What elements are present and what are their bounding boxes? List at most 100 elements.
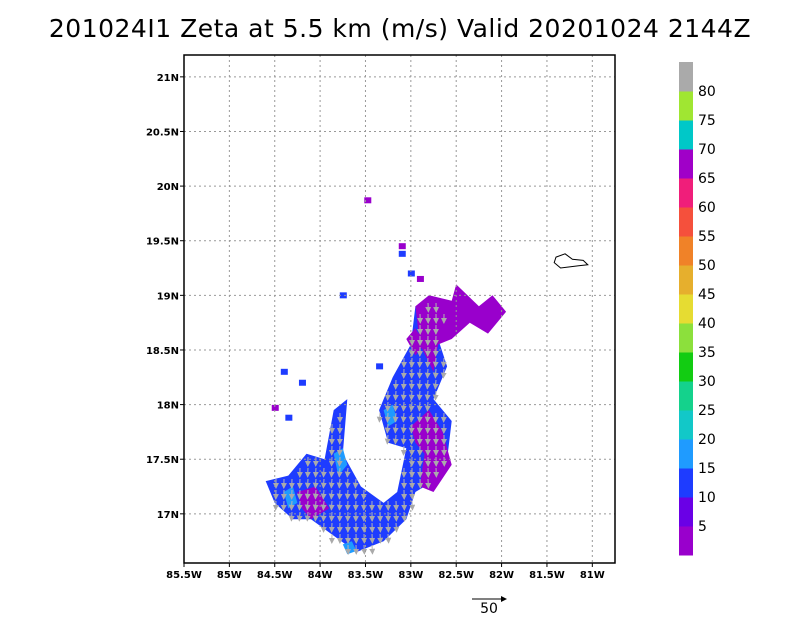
wind-vector-72 (400, 434, 407, 445)
map-grid (184, 55, 615, 563)
wind-vector-50 (384, 412, 391, 423)
grand-cayman-coastline (553, 253, 589, 269)
wind-vector-64 (416, 423, 423, 434)
wind-vector-116 (344, 478, 351, 489)
wind-vector-34 (432, 379, 439, 390)
colorbar: 5 10 15 20 25 30 35 40 45 50 55 60 65 70 75 80 (679, 62, 716, 556)
wind-vector-55 (424, 412, 431, 423)
wind-vector-41 (432, 390, 439, 401)
colorbar-label-75: 75 (698, 113, 716, 129)
wind-vector-32 (416, 379, 423, 390)
lat-tick-label-2: 18N (157, 401, 179, 412)
colorbar-label-30: 30 (698, 374, 716, 390)
wind-vector-70 (384, 434, 391, 445)
colorbar-label-15: 15 (698, 461, 716, 477)
wind-vector-141 (312, 500, 319, 511)
wind-vector-98 (320, 467, 327, 478)
wind-vector-178 (393, 522, 400, 533)
colorbar-label-40: 40 (698, 316, 716, 332)
lon-tick-label-5: 83W (398, 570, 423, 581)
colorbar-label-10: 10 (698, 490, 716, 506)
colorbar-label-70: 70 (698, 142, 716, 158)
colorbar-bin-20-25 (679, 410, 693, 440)
wind-vector-54 (416, 412, 423, 423)
wind-vector-46 (416, 401, 423, 412)
wind-vector-101 (344, 467, 351, 478)
wind-vector-143 (328, 500, 335, 511)
wind-vector-129 (328, 489, 335, 500)
wind-vector-71 (392, 434, 399, 445)
wind-vector-26 (424, 368, 431, 379)
wind-vector-49 (376, 412, 383, 423)
wind-vector-112 (312, 478, 319, 489)
colorbar-bin-10-15 (679, 468, 693, 498)
wind-vector-153 (409, 500, 416, 511)
wind-vector-97 (312, 467, 319, 478)
lon-tick-label-2: 84.5W (257, 570, 293, 581)
wind-vector-30 (400, 379, 407, 390)
field-cell-1 (398, 243, 406, 250)
wind-vector-80 (400, 445, 407, 456)
colorbar-label-50: 50 (698, 258, 716, 274)
lon-tick-label-1: 85W (217, 570, 242, 581)
wind-vector-130 (336, 489, 343, 500)
lon-tick-label-9: 81W (580, 570, 605, 581)
wind-vector-100 (336, 467, 343, 478)
wind-vector-42 (384, 401, 391, 412)
lat-tick-label-3: 18.5N (146, 346, 179, 357)
colorbar-bin-30-35 (679, 352, 693, 382)
colorbar-bin-15-20 (679, 439, 693, 469)
wind-vector-63 (408, 423, 415, 434)
wind-vector-132 (352, 489, 359, 500)
colorbar-label-45: 45 (698, 287, 716, 303)
colorbar-bin-5-10 (679, 497, 693, 527)
wind-vector-168 (401, 511, 408, 522)
wind-vector-20 (424, 357, 431, 368)
wind-vector-138 (288, 500, 295, 511)
wind-speed-field (265, 197, 507, 555)
wind-vector-88 (328, 456, 335, 467)
wind-vector-144 (336, 500, 343, 511)
field-cell-9 (376, 363, 384, 370)
wind-vector-145 (344, 500, 351, 511)
wind-vector-157 (312, 511, 319, 522)
field-cell-4 (416, 275, 424, 282)
wind-vector-79 (336, 445, 343, 456)
wind-vector-137 (280, 500, 287, 511)
wind-vector-31 (408, 379, 415, 390)
colorbar-bin-0-5 (679, 526, 693, 556)
wind-vector-51 (392, 412, 399, 423)
lat-tick-label-8: 21N (157, 73, 179, 84)
wind-vector-142 (320, 500, 327, 511)
wind-vector-190 (369, 544, 376, 555)
lat-tick-label-1: 17.5N (146, 455, 179, 466)
island-coastline (553, 253, 589, 269)
colorbar-label-65: 65 (698, 171, 716, 187)
chart-title: 201024I1 Zeta at 5.5 km (m/s) Valid 2020… (48, 14, 752, 43)
lon-tick-label-7: 82W (489, 570, 514, 581)
wind-vector-117 (352, 478, 359, 489)
lat-tick-label-0: 17N (157, 510, 179, 521)
wind-vector-60 (384, 423, 391, 434)
field-cell-10 (298, 379, 306, 386)
lon-tick-label-4: 83.5W (348, 570, 384, 581)
wind-vector-169 (320, 522, 327, 533)
wind-vector-127 (312, 489, 319, 500)
wind-vector-36 (392, 390, 399, 401)
field-cell-3 (407, 270, 415, 277)
wind-vector-156 (304, 511, 311, 522)
wind-vector-37 (400, 390, 407, 401)
colorbar-label-60: 60 (698, 200, 716, 216)
colorbar-bin-65-70 (679, 149, 693, 179)
colorbar-label-80: 80 (698, 84, 716, 100)
wind-vector-131 (344, 489, 351, 500)
field-cell-5 (339, 292, 347, 299)
wind-vector-154 (288, 511, 295, 522)
colorbar-bin-40-45 (679, 294, 693, 324)
wind-vector-47 (424, 401, 431, 412)
wind-vector-158 (320, 511, 327, 522)
wind-vector-111 (304, 478, 311, 489)
wind-vector-52 (400, 412, 407, 423)
wind-vector-155 (296, 511, 303, 522)
wind-vector-38 (408, 390, 415, 401)
